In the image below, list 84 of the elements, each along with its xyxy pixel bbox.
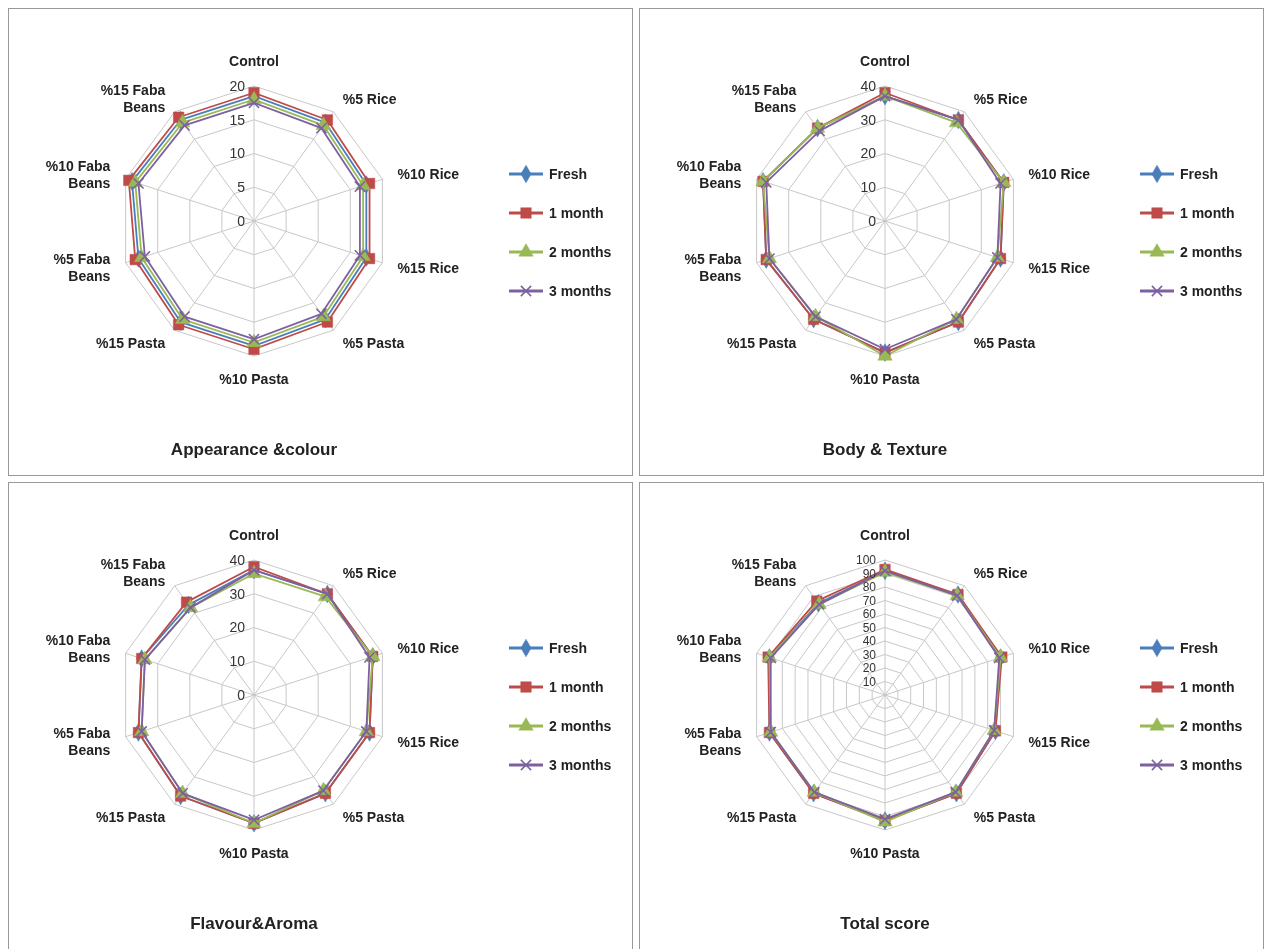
spoke-label: %15 Rice [397,259,460,276]
legend-label: 2 months [549,243,612,260]
y-tick-label: 20 [862,661,877,676]
legend-label: 1 month [549,204,604,221]
text: Appearance &colour [170,440,338,459]
spoke-label: %5 Pasta [342,335,405,352]
text: Total score [840,914,930,933]
spoke-label: %10 Rice [397,166,460,183]
y-tick-label: 30 [229,585,246,602]
y-tick-label: 0 [237,686,246,703]
spoke-label: %15 Pasta [726,809,797,826]
spoke-label: %15 Rice [397,733,460,750]
spoke-label: %10 Faba Beans [45,157,111,191]
spoke-label: %5 Rice [342,564,397,581]
spoke-label: %5 Faba Beans [684,725,742,759]
spoke-label: %15 Faba Beans [100,556,166,590]
y-tick-label: 10 [860,179,877,196]
spoke-label: %10 Pasta [850,371,920,387]
y-tick-label: 60 [862,607,877,622]
legend-label: Fresh [1180,165,1219,182]
y-tick-label: 70 [862,593,877,608]
legend-label: 3 months [549,282,612,299]
y-tick-label: 0 [868,212,877,229]
spoke-label: %10 Rice [1028,640,1091,657]
spoke-label: %10 Faba Beans [676,157,742,191]
spoke-label: Control [229,53,279,69]
spoke-label: %5 Pasta [973,335,1036,352]
legend-label: 3 months [1180,282,1243,299]
text: Body & Texture [822,440,948,459]
text: Flavour&Aroma [190,914,319,933]
spoke-label: %10 Rice [1028,166,1091,183]
spoke-label: %15 Rice [1028,259,1091,276]
legend-label: 1 month [1180,678,1235,695]
legend-label: 1 month [1180,204,1235,221]
legend-label: 3 months [1180,756,1243,773]
spoke-label: %15 Pasta [95,809,166,826]
spoke-label: %5 Faba Beans [53,251,111,285]
y-tick-label: 80 [862,580,877,595]
spoke-label: %10 Faba Beans [45,631,111,665]
spoke-label: Control [229,527,279,543]
spoke-label: %10 Pasta [219,371,289,387]
spoke-label: %15 Faba Beans [731,556,797,590]
spoke-label: %5 Rice [973,90,1028,107]
y-tick-label: 30 [860,111,877,128]
spoke-label: %5 Pasta [342,809,405,826]
y-tick-label: 20 [229,77,246,94]
spoke-label: %15 Faba Beans [100,82,166,116]
y-tick-label: 10 [229,653,246,670]
y-tick-label: 5 [237,179,246,196]
y-tick-label: 30 [862,647,877,662]
y-tick-label: 40 [860,77,877,94]
legend-label: 2 months [1180,243,1243,260]
spoke-label: %10 Rice [397,640,460,657]
spoke-label: %5 Pasta [973,809,1036,826]
y-tick-label: 100 [855,553,877,568]
spoke-label: %5 Rice [973,564,1028,581]
spoke-label: Control [860,53,910,69]
legend-label: Fresh [549,639,588,656]
y-tick-label: 10 [862,674,877,689]
spoke-label: %15 Faba Beans [731,82,797,116]
spoke-label: %10 Pasta [219,845,289,861]
spoke-label: %15 Pasta [95,335,166,352]
legend-label: Fresh [549,165,588,182]
y-tick-label: 50 [862,620,877,635]
y-tick-label: 40 [229,551,246,568]
legend-label: 3 months [549,756,612,773]
spoke-label: %15 Rice [1028,733,1091,750]
spoke-label: %5 Faba Beans [684,251,742,285]
y-tick-label: 15 [229,111,246,128]
spoke-label: %15 Pasta [726,335,797,352]
y-tick-label: 40 [862,634,877,649]
y-tick-label: 0 [237,212,246,229]
y-tick-label: 20 [860,145,877,162]
spoke-label: %5 Faba Beans [53,725,111,759]
spoke-label: Control [860,527,910,543]
spoke-label: %5 Rice [342,90,397,107]
y-tick-label: 10 [229,145,246,162]
legend-label: 2 months [549,717,612,734]
spoke-label: %10 Pasta [850,845,920,861]
legend-label: 1 month [549,678,604,695]
legend-label: 2 months [1180,717,1243,734]
y-tick-label: 20 [229,619,246,636]
legend-label: Fresh [1180,639,1219,656]
spoke-label: %10 Faba Beans [676,631,742,665]
